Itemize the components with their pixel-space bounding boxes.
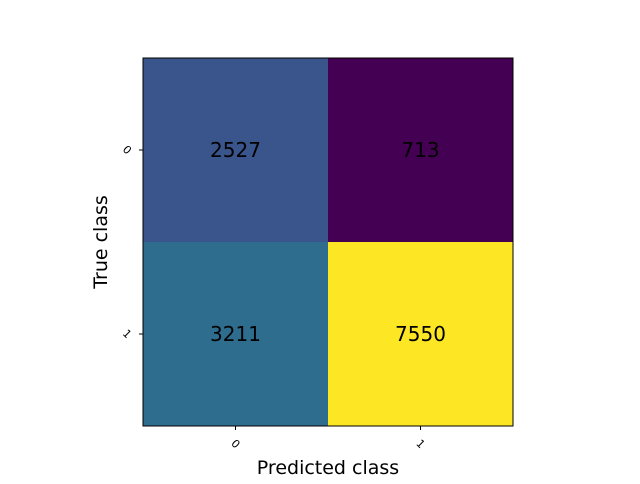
heatmap-cell-1-1 — [328, 242, 513, 426]
cell-value-1-1: 7550 — [395, 322, 446, 346]
heatmap-cell-1-0 — [143, 242, 328, 426]
y-axis-label: True class — [90, 195, 112, 290]
plot-frame — [142, 57, 514, 427]
x-tick-label-0: 0 — [228, 437, 242, 451]
heatmap-cell-0-1 — [328, 58, 513, 242]
y-tick-label-1: 1 — [120, 327, 134, 341]
y-axis-ticks: 01 — [120, 143, 143, 341]
heatmap-cells — [143, 58, 513, 426]
cell-value-1-0: 3211 — [210, 322, 261, 346]
cell-value-labels: 2527 713 3211 7550 — [210, 138, 446, 346]
heatmap-cell-0-0 — [143, 58, 328, 242]
cell-value-0-0: 2527 — [210, 138, 261, 162]
x-tick-label-1: 1 — [413, 437, 427, 451]
x-axis-label: Predicted class — [257, 457, 399, 479]
cell-value-0-1: 713 — [401, 138, 439, 162]
y-tick-label-0: 0 — [120, 143, 134, 157]
